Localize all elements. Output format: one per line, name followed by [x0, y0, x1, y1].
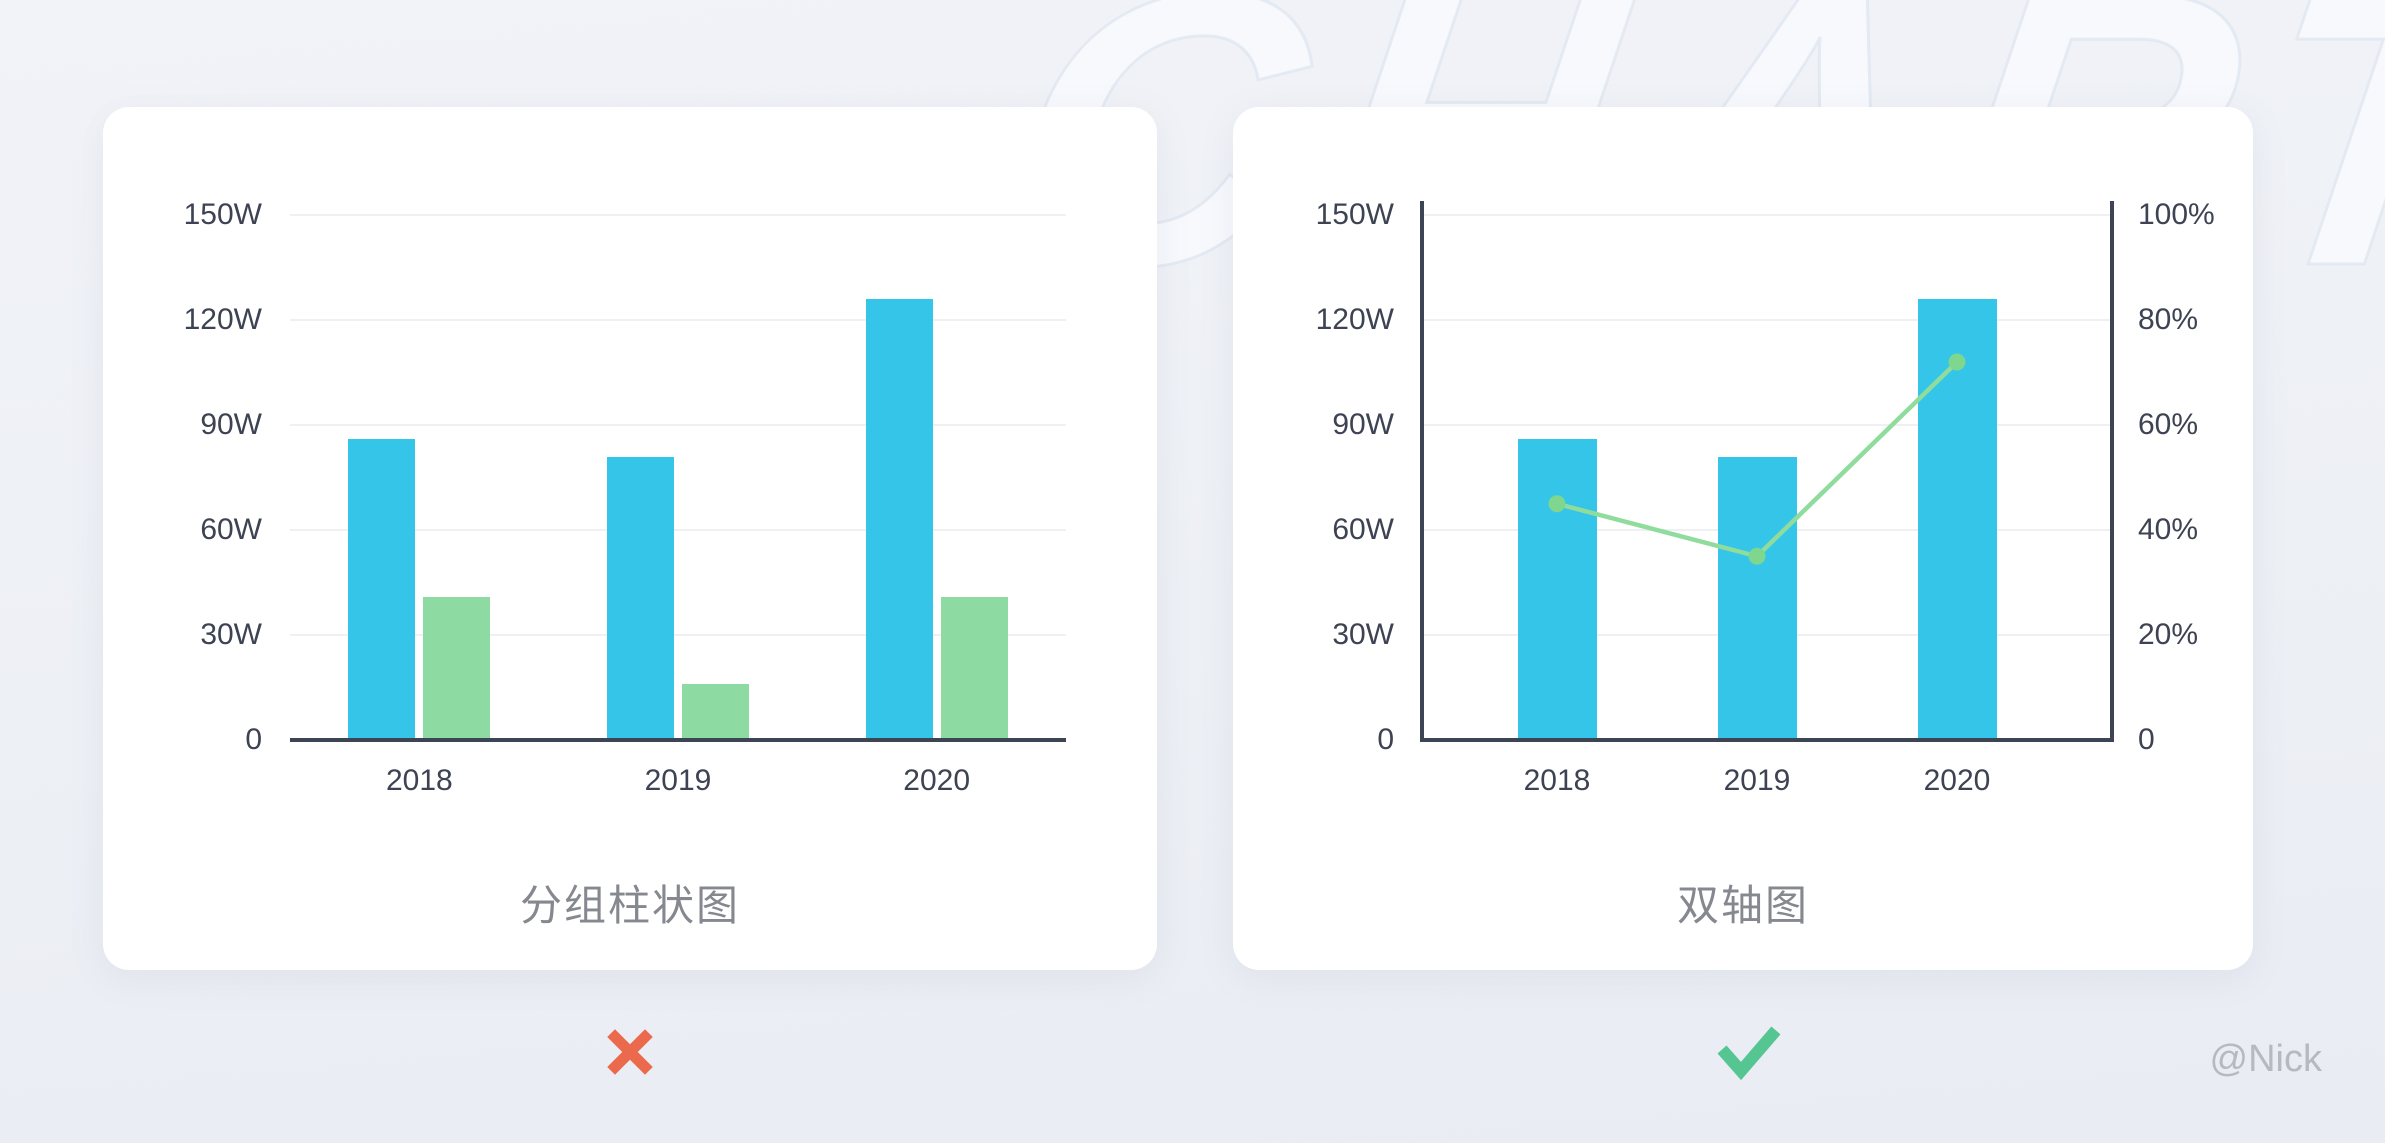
gridline	[290, 529, 1066, 531]
green-bar-series	[682, 684, 749, 740]
y-axis-right-tick-label: 80%	[2138, 303, 2199, 336]
reject-x-icon	[602, 1024, 658, 1085]
y-axis-right-tick-label: 100%	[2138, 198, 2215, 231]
blue-bar-series	[1717, 456, 1797, 740]
x-axis-tick-label: 2020	[903, 764, 971, 797]
y-axis-tick-label: 30W	[200, 618, 262, 651]
right-y-axis-line	[2110, 201, 2114, 742]
y-axis-right-tick-label: 20%	[2138, 618, 2199, 651]
x-axis-line	[290, 738, 1066, 742]
y-axis-right-tick-label: 60%	[2138, 408, 2199, 441]
chart-card-grouped-bar: 150W 120W 90W 60W 30W 0 2018 2019 2020 分组柱状图	[103, 107, 1157, 970]
trend-line-layer	[1548, 353, 1966, 565]
approve-check-icon	[1716, 1026, 1782, 1085]
chart-card-dual-axis: 150W 120W 90W 60W 30W 0 100% 80% 60% 40% 20% 0 2018 2…	[1233, 107, 2253, 970]
reject-x-stroke	[607, 1029, 653, 1075]
y-axis-tick-label: 60W	[1332, 513, 1394, 546]
chart-title-grouped-bar: 分组柱状图	[519, 882, 740, 929]
approve-check-stroke	[1717, 1026, 1781, 1081]
y-axis-right-tick-label: 40%	[2138, 513, 2199, 546]
blue-bar-series	[865, 299, 933, 740]
gridline	[1422, 319, 2112, 321]
x-axis-tick-label: 2019	[1723, 764, 1791, 797]
data-point	[1748, 547, 1766, 565]
y-axis-tick-label: 30W	[1332, 618, 1394, 651]
y-axis-tick-label: 90W	[1332, 408, 1394, 441]
gridline	[290, 634, 1066, 636]
y-axis-tick-label: 60W	[200, 513, 262, 546]
y-axis-tick-label: 0	[1377, 723, 1394, 756]
y-axis-tick-label: 0	[245, 723, 262, 756]
y-axis-tick-label: 120W	[1315, 303, 1394, 336]
x-axis-line	[1422, 738, 2112, 742]
trend-line	[1556, 360, 1959, 559]
x-axis-tick-label: 2020	[1923, 764, 1991, 797]
left-y-axis-line	[1420, 201, 1424, 742]
blue-bar-series	[1917, 299, 1997, 740]
data-point	[1548, 495, 1566, 513]
gridline	[1422, 214, 2112, 216]
y-axis-right-tick-label: 0	[2138, 723, 2155, 756]
author-watermark: @Nick	[2209, 1038, 2322, 1080]
gridline	[290, 319, 1066, 321]
gridline	[290, 424, 1066, 426]
x-axis-tick-label: 2018	[1523, 764, 1591, 797]
y-axis-tick-label: 90W	[200, 408, 262, 441]
dual-axis-plot: 150W 120W 90W 60W 30W 0 100% 80% 60% 40% 20% 0 2018 2…	[1316, 198, 2215, 797]
x-axis-tick-label: 2018	[385, 764, 453, 797]
blue-bar-series	[607, 456, 674, 740]
y-axis-tick-label: 120W	[183, 303, 262, 336]
gridline	[290, 214, 1066, 216]
y-axis-tick-label: 150W	[1315, 198, 1394, 231]
green-bar-series	[940, 596, 1008, 740]
x-axis-tick-label: 2019	[644, 764, 712, 797]
green-bar-series	[423, 596, 491, 740]
data-point	[1948, 353, 1966, 371]
gridline	[1422, 424, 2112, 426]
y-axis-tick-label: 150W	[183, 198, 262, 231]
blue-bar-series	[348, 439, 416, 740]
grouped-bar-plot: 150W 120W 90W 60W 30W 0 2018 2019 2020	[184, 198, 1066, 797]
chart-title-dual-axis: 双轴图	[1676, 882, 1809, 929]
blue-bar-series	[1517, 439, 1597, 740]
